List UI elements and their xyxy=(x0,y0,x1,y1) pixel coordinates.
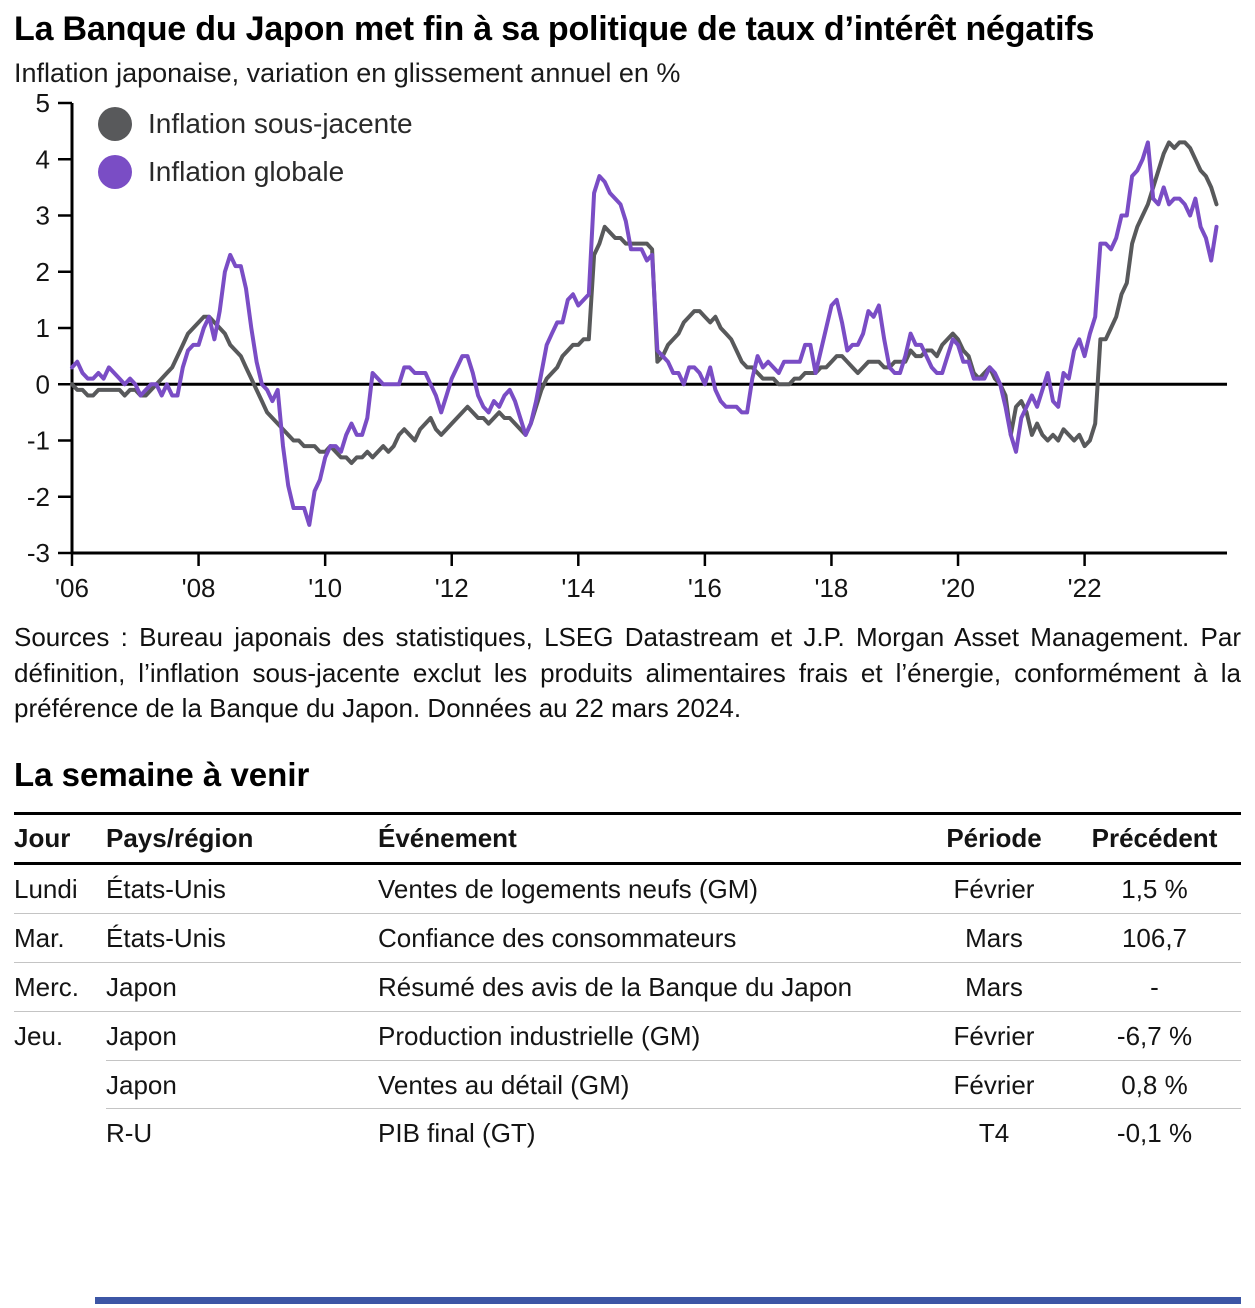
x-tick-label: '22 xyxy=(1068,573,1102,603)
y-tick-label: -2 xyxy=(27,482,50,512)
table-row: Merc. Japon Résumé des avis de la Banque d… xyxy=(14,963,1241,1013)
x-tick-label: '10 xyxy=(308,573,342,603)
y-tick-label: 4 xyxy=(36,144,50,174)
legend-item-1: Inflation globale xyxy=(98,155,413,190)
source-note: Sources : Bureau japonais des statistiqu… xyxy=(14,622,1241,723)
cell-periode: Mars xyxy=(965,972,1023,1003)
cell-jour xyxy=(14,1068,106,1102)
table-row: Mar. États-Unis Confiance des consommateur… xyxy=(14,914,1241,964)
cell-pays: Japon xyxy=(106,1021,177,1052)
legend-dot-icon xyxy=(98,155,132,190)
cell-precedent: - xyxy=(1150,972,1159,1003)
inflation-chart: 5 4 3 2 1 0 -1 -2 -3'06'08'10'12'14'16'18'20'22 … xyxy=(14,88,1241,610)
series-line-inflation-globale xyxy=(70,140,1219,528)
table-row: Jeu. Japon Production industrielle (GM) Fév… xyxy=(14,1012,1241,1062)
cell-pays: Japon xyxy=(106,972,177,1003)
header-periode: Période xyxy=(946,823,1042,854)
table-row: Japon Ventes au détail (GM) Février 0,8 % xyxy=(14,1061,1241,1110)
cell-periode: Février xyxy=(953,1069,1035,1100)
cell-pays: R-U xyxy=(106,1118,153,1149)
header-jour: Jour xyxy=(14,823,71,854)
y-tick-label: 1 xyxy=(36,313,50,343)
cell-precedent: -0,1 % xyxy=(1116,1118,1193,1149)
cell-precedent: -6,7 % xyxy=(1116,1021,1193,1052)
cell-evenement: Ventes de logements neufs (GM) xyxy=(378,873,759,904)
cell-periode: Mars xyxy=(965,922,1023,953)
y-tick-label: -1 xyxy=(27,426,50,456)
x-tick-label: '12 xyxy=(435,573,469,603)
header-precedent: Précédent xyxy=(1091,823,1218,854)
page-title: La Banque du Japon met fin à sa politiqu… xyxy=(14,10,1095,48)
chart-canvas: 5 4 3 2 1 0 -1 -2 -3'06 '08 '10 '12 '14 '16 '18 '20 '22 xyxy=(27,88,1227,603)
cell-jour: Mar. xyxy=(14,922,65,953)
header-evenement: Événement xyxy=(378,823,517,854)
y-tick-label: 0 xyxy=(36,369,50,399)
week-ahead-title: La semaine à venir xyxy=(14,756,310,794)
cell-evenement: Confiance des consommateurs xyxy=(378,922,737,953)
week-ahead-table: Jour Pays/région Événement Période Précé… xyxy=(14,812,1241,1157)
y-tick-label: 5 xyxy=(36,93,50,118)
table-row: R-U PIB final (GT) T4 -0,1 % xyxy=(14,1109,1241,1157)
y-tick-label: -3 xyxy=(27,538,50,568)
chart-legend: Inflation sous-jacente Inflation globale xyxy=(98,107,413,203)
cell-precedent: 106,7 xyxy=(1121,922,1188,953)
table-body: Lundi États-Unis Ventes de logements neufs… xyxy=(14,865,1241,1158)
cell-evenement: PIB final (GT) xyxy=(378,1118,536,1149)
report-page: La Banque du Japon met fin à sa politiqu… xyxy=(14,10,1241,1157)
bottom-accent-bar xyxy=(95,1297,1241,1304)
legend-label: Inflation globale xyxy=(148,156,345,188)
x-tick-label: '20 xyxy=(941,573,975,603)
x-tick-label: '06 xyxy=(55,573,89,603)
cell-jour: Merc. xyxy=(14,972,79,1003)
cell-periode: Février xyxy=(953,1021,1035,1052)
table-row: Lundi États-Unis Ventes de logements neufs… xyxy=(14,865,1241,914)
cell-jour: Jeu. xyxy=(14,1021,64,1052)
x-tick-label: '08 xyxy=(182,573,216,603)
header-pays-region: Pays/région xyxy=(106,823,254,854)
cell-jour xyxy=(14,1116,106,1150)
x-tick-label: '16 xyxy=(688,573,722,603)
x-tick-label: '14 xyxy=(561,573,595,603)
cell-pays: États-Unis xyxy=(106,922,226,953)
legend-item-0: Inflation sous-jacente xyxy=(98,107,413,142)
cell-precedent: 1,5 % xyxy=(1121,873,1188,904)
legend-label: Inflation sous-jacente xyxy=(148,108,413,140)
x-tick-label: '18 xyxy=(815,573,849,603)
cell-periode: T4 xyxy=(978,1118,1010,1149)
cell-pays: États-Unis xyxy=(106,873,226,904)
cell-jour: Lundi xyxy=(14,873,78,904)
cell-evenement: Production industrielle (GM) xyxy=(378,1021,701,1052)
y-tick-label: 2 xyxy=(36,257,50,287)
cell-pays: Japon xyxy=(106,1069,177,1100)
cell-periode: Février xyxy=(953,873,1035,904)
y-tick-label: 3 xyxy=(36,201,50,231)
legend-dot-icon xyxy=(98,107,132,142)
cell-evenement: Ventes au détail (GM) xyxy=(378,1069,630,1100)
table-header-row: Jour Pays/région Événement Période Précé… xyxy=(14,812,1241,865)
cell-evenement: Résumé des avis de la Banque du Japon xyxy=(378,972,853,1003)
cell-precedent: 0,8 % xyxy=(1121,1069,1188,1100)
chart-subtitle: Inflation japonaise, variation en glisse… xyxy=(14,58,681,89)
